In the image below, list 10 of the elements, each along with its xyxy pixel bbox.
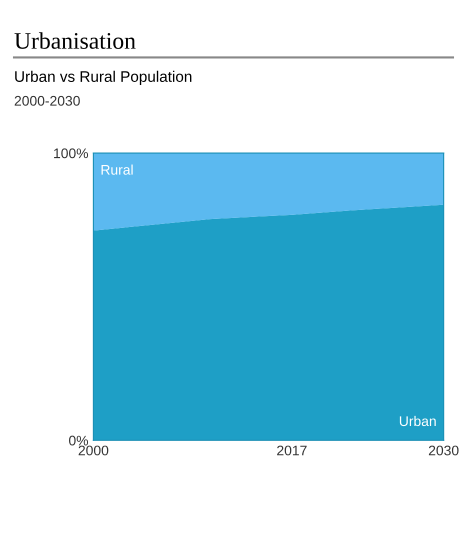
chart-subtitle: Urban vs Rural Population — [15, 70, 192, 85]
x-tick-label: 2030 — [428, 446, 459, 456]
text: 2000-2030 — [14, 96, 80, 106]
y-tick-label: 0% — [69, 436, 88, 446]
y-tick-label: 100% — [54, 148, 88, 158]
x-tick-label: 2017 — [277, 446, 307, 456]
x-tick-label: 2000 — [78, 446, 108, 456]
chart-title: Urbanisation — [14, 32, 136, 49]
series-label: Urban — [400, 416, 436, 426]
series-label: Rural — [102, 164, 133, 175]
